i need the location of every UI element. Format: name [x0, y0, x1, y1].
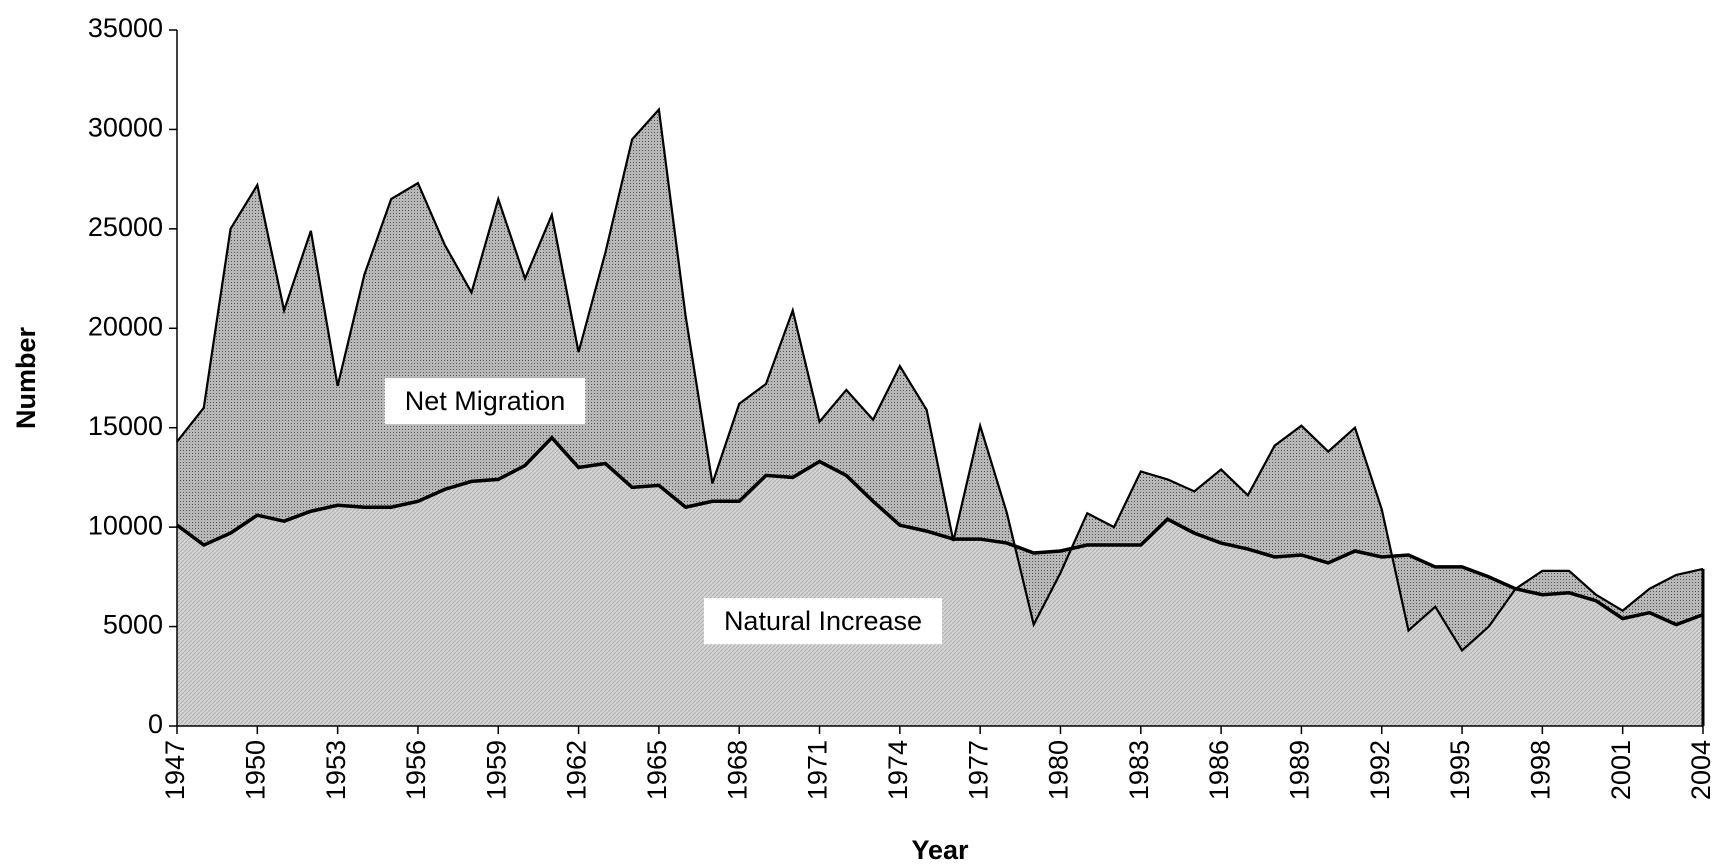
x-tick-label: 1998 — [1525, 740, 1555, 800]
natural-increase-area — [177, 437, 1703, 726]
y-tick-label: 30000 — [88, 113, 163, 143]
x-tick-label: 1995 — [1445, 740, 1475, 800]
series-label: Net Migration — [384, 378, 586, 425]
x-tick-label: 1983 — [1124, 740, 1154, 800]
x-axis-label: Year — [911, 835, 969, 865]
y-tick-label: 20000 — [88, 311, 163, 341]
natural-increase-line — [175, 435, 1704, 627]
x-tick-label: 1965 — [642, 740, 672, 800]
y-tick-label: 35000 — [88, 13, 163, 43]
net-migration-area — [177, 109, 1703, 651]
x-tick-label: 1971 — [803, 740, 833, 800]
x-tick-label: 1992 — [1365, 740, 1395, 800]
series-label-box — [384, 378, 586, 425]
x-tick-label: 2001 — [1606, 740, 1636, 800]
x-tick-label: 1989 — [1285, 740, 1315, 800]
series-label-text: Natural Increase — [724, 606, 922, 636]
x-tick-label: 1947 — [160, 740, 190, 800]
y-tick-label: 25000 — [88, 212, 163, 242]
x-tick-label: 1974 — [883, 740, 913, 800]
y-axis-label: Number — [11, 327, 41, 430]
series-label: Natural Increase — [703, 598, 943, 645]
x-tick-label: 1986 — [1204, 740, 1234, 800]
x-tick-label: 1968 — [722, 740, 752, 800]
series-label-box — [703, 598, 943, 645]
x-tick-label: 1980 — [1044, 740, 1074, 800]
x-tick-label: 1959 — [481, 740, 511, 800]
y-tick-label: 15000 — [88, 411, 163, 441]
total-line — [176, 107, 1704, 653]
x-tick-label: 1956 — [401, 740, 431, 800]
series-label-text: Net Migration — [405, 386, 566, 416]
y-tick-label: 5000 — [103, 610, 163, 640]
x-tick-label: 1953 — [321, 740, 351, 800]
x-tick-label: 1962 — [562, 740, 592, 800]
y-tick-label: 10000 — [88, 510, 163, 540]
x-tick-label: 1950 — [240, 740, 270, 800]
x-tick-label: 1977 — [963, 740, 993, 800]
x-tick-label: 2004 — [1686, 740, 1716, 800]
y-tick-label: 0 — [148, 709, 163, 739]
